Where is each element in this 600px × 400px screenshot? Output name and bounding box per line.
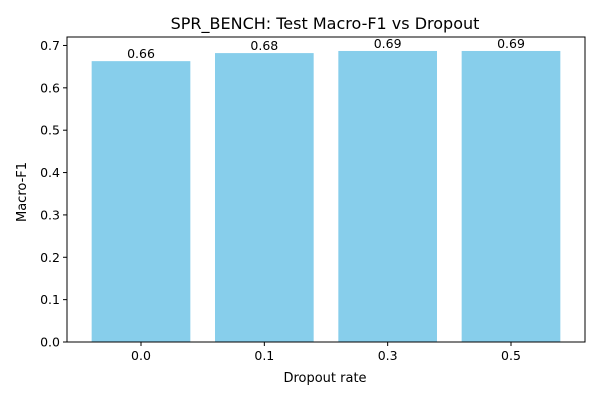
bar — [215, 53, 314, 342]
bar — [461, 50, 561, 343]
x-tick-label: 0.0 — [131, 348, 151, 363]
data-label: 0.69 — [497, 36, 525, 51]
chart-title: SPR_BENCH: Test Macro-F1 vs Dropout — [171, 14, 480, 34]
axes-frame — [66, 36, 586, 343]
y-tick-label: 0.5 — [40, 123, 60, 138]
x-tick-label: 0.5 — [501, 348, 521, 363]
data-label: 0.68 — [250, 38, 278, 53]
plot-area: 0.66 0.68 0.69 0.69 0.0 0.1 0.2 0.3 0.4 0.5 0.6 0.7… — [40, 36, 586, 363]
y-tick-label: 0.3 — [40, 207, 60, 222]
bar — [91, 61, 191, 342]
data-label: 0.69 — [374, 36, 402, 51]
bar — [338, 50, 437, 343]
y-axis-label: Macro-F1 — [15, 162, 30, 222]
y-tick-label: 0.6 — [40, 80, 60, 95]
x-axis-label: Dropout rate — [283, 371, 366, 386]
y-tick-label: 0.2 — [40, 250, 60, 265]
data-label: 0.66 — [127, 46, 155, 61]
y-tick-label: 0.1 — [40, 292, 60, 307]
y-tick-label: 0.4 — [40, 165, 60, 180]
y-tick-label: 0.0 — [40, 335, 60, 350]
x-tick-label: 0.1 — [254, 348, 274, 363]
y-tick-label: 0.7 — [40, 38, 60, 53]
x-tick-label: 0.3 — [378, 348, 398, 363]
